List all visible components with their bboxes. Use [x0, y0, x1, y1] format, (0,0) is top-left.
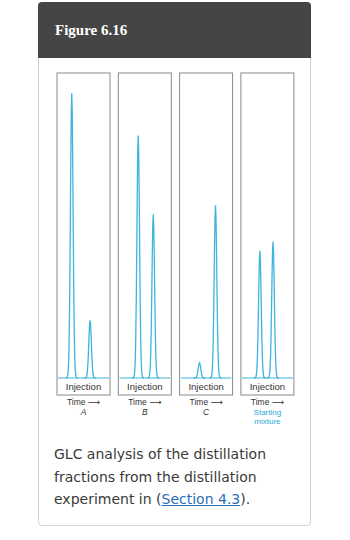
panel: Injection Time ⟶C [180, 73, 233, 417]
peak [194, 363, 206, 378]
panel: Injection Time ⟶B [118, 73, 171, 417]
panel-frame [57, 73, 110, 395]
x-label: Time ⟶ [67, 397, 100, 407]
panel-title: B [142, 407, 148, 417]
plot-area [119, 136, 170, 378]
plot-area [181, 205, 232, 378]
title-line: mixture [254, 417, 281, 426]
header: Figure 6.16 [38, 2, 311, 58]
baseline [58, 377, 109, 378]
annotation: Injection [66, 381, 101, 392]
panel-title: A [80, 407, 87, 417]
panel-frame [241, 73, 294, 395]
x-label: Time ⟶ [128, 397, 161, 407]
panel-frame [118, 73, 171, 395]
caption: GLC analysis of the distillation fractio… [54, 443, 299, 511]
plot-area [58, 93, 109, 378]
peak [267, 242, 279, 378]
figure: InjectionTime ⟶AInjectionTime ⟶BInjectio… [0, 0, 350, 540]
annotation: Injection [188, 381, 223, 392]
x-label: Time ⟶ [190, 397, 223, 407]
panel-title: C [203, 407, 210, 417]
baseline [119, 377, 170, 378]
peak [254, 251, 266, 378]
annotation: Injection [127, 381, 162, 392]
caption-link[interactable]: Section 4.3 [162, 491, 241, 507]
plot-area [242, 242, 293, 378]
title-line: Starting [254, 408, 282, 417]
peak [210, 205, 222, 378]
figure-label: Figure 6.16 [55, 22, 127, 39]
panel-title: Startingmixture [254, 408, 282, 426]
peak [66, 93, 78, 378]
annotation: Injection [250, 381, 285, 392]
x-label: Time ⟶ [251, 397, 284, 407]
peak [147, 214, 159, 378]
peak [84, 320, 96, 378]
caption-text: ). [240, 491, 250, 507]
baseline [181, 377, 232, 378]
panel-frame [180, 73, 233, 395]
panel: Injection Time ⟶A [57, 73, 110, 417]
panel: Injection Time ⟶Startingmixture [241, 73, 294, 426]
peak [132, 136, 144, 378]
